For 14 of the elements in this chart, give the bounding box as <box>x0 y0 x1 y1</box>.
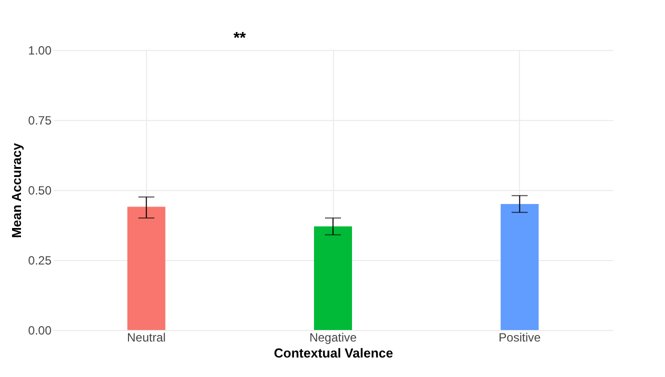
x-tick-label: Positive <box>498 330 541 344</box>
y-tick-label: 0.25 <box>28 254 52 268</box>
text: ** <box>233 30 247 47</box>
x-tick-label: Negative <box>309 330 357 344</box>
bar <box>500 204 539 330</box>
y-tick-label: 0.50 <box>28 184 52 198</box>
y-axis-title: Mean Accuracy <box>9 142 24 238</box>
bar <box>127 206 166 330</box>
x-axis-title: Contextual Valence <box>274 346 394 360</box>
y-tick-label: 0.00 <box>28 324 52 338</box>
y-tick-label: 1.00 <box>28 44 52 58</box>
y-tick-label: 0.75 <box>28 114 52 128</box>
bar <box>314 226 352 330</box>
x-tick-label: Neutral <box>126 330 166 344</box>
